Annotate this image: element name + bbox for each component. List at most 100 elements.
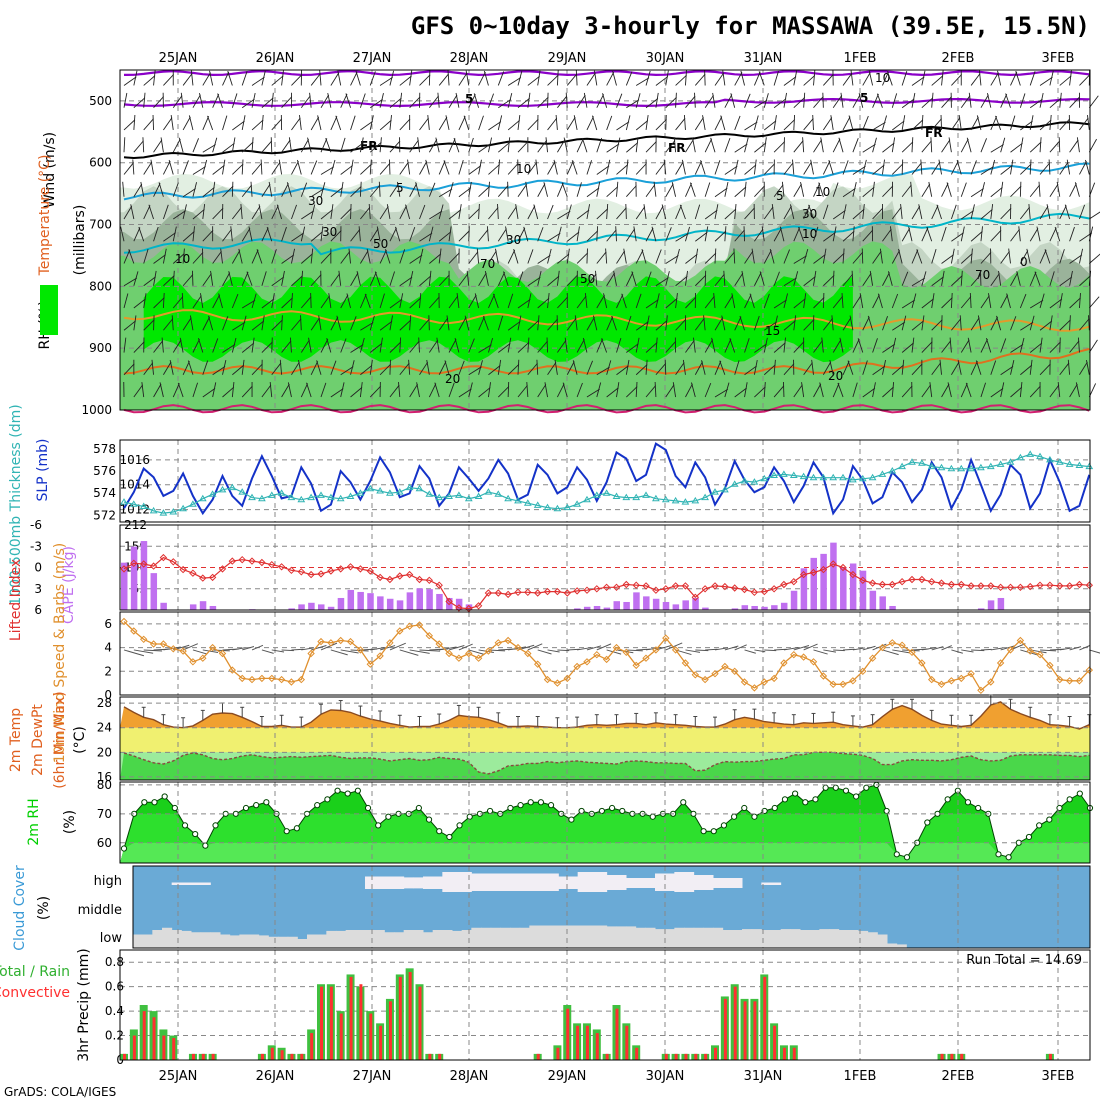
wind-barb [783, 205, 792, 220]
wind-barb [261, 384, 272, 398]
wind10m-barb [202, 649, 219, 654]
wind-barb [497, 115, 503, 131]
wind-barb [823, 232, 836, 242]
wind-barb [818, 182, 824, 197]
wind-barb [979, 270, 982, 286]
li-point [750, 588, 759, 597]
wind-barb [281, 226, 287, 242]
wind-barb [1069, 383, 1078, 398]
li-point [415, 575, 424, 584]
low-cloud-fill [403, 930, 414, 948]
wind-barb [685, 340, 695, 353]
wind10m-barb [370, 647, 385, 651]
wind10m-point [927, 675, 936, 684]
wind-barb [268, 181, 273, 197]
wind10m-point [1046, 661, 1054, 670]
temp-contour-label: 15 [765, 324, 780, 338]
wind-barb [926, 226, 933, 242]
wind-barb [1049, 70, 1054, 86]
precip-convective-bar [320, 986, 323, 1060]
wind-barb [163, 74, 174, 86]
thickness-point [721, 485, 729, 493]
thickness-point [563, 503, 572, 511]
wind-barb [596, 208, 609, 220]
thickness-point [1046, 455, 1054, 463]
li-point [405, 570, 414, 579]
wind-barb [379, 293, 385, 309]
wind-barb [454, 337, 460, 353]
wind-barb [222, 228, 232, 242]
wind-barb [773, 299, 787, 309]
wind10m-barb [823, 649, 837, 653]
thickness-point [1075, 461, 1084, 468]
thickness-point [346, 492, 355, 499]
wind-barb [310, 274, 322, 287]
precip-convective-bar [290, 1053, 294, 1060]
wind-barb [921, 114, 924, 130]
wind-barb [828, 159, 834, 175]
wind-barb [921, 271, 927, 286]
wind-barb [1049, 298, 1063, 309]
wind-barb [1039, 337, 1043, 353]
li-point [898, 577, 906, 586]
wind-barb [309, 92, 312, 108]
wind-barb [458, 159, 464, 175]
cape-bar [780, 602, 788, 610]
wind10m-point [859, 667, 867, 676]
wind-barb [438, 231, 452, 242]
rh2m-point [293, 825, 300, 832]
precip-convective-bar [950, 1053, 954, 1060]
wind-barb [566, 317, 577, 331]
wind-barb [641, 248, 647, 264]
wind-barb [246, 271, 253, 286]
high-cloud-gap [761, 882, 772, 885]
wind-barb [428, 383, 437, 398]
wind-barb [832, 226, 837, 242]
bottom-date-label: 28JAN [450, 1069, 489, 1084]
thickness-point [464, 494, 473, 502]
wind-barb [643, 204, 647, 220]
wind-barb [202, 273, 212, 287]
wind-barb [838, 137, 844, 153]
wind-barb [425, 159, 430, 175]
wind-barb [704, 295, 715, 309]
wind-barb [631, 271, 637, 286]
wind-barb [801, 382, 805, 398]
wind-barb [517, 184, 527, 197]
thickness-point [711, 488, 719, 495]
wind-barb [1000, 93, 1008, 108]
li-point [809, 568, 818, 577]
wind-barb [808, 204, 814, 220]
wind-barb [813, 254, 826, 264]
precip-axis-label: 3hr Precip (mm) [76, 948, 92, 1061]
low-cloud-fill [423, 932, 434, 948]
wind-barb [970, 73, 981, 86]
wind10m-point [228, 666, 237, 674]
wind-barb [603, 293, 608, 309]
wind-barb [207, 115, 214, 131]
wind10m-barb [242, 646, 255, 651]
low-cloud-fill [558, 925, 569, 948]
wind-barb [513, 249, 519, 264]
wind-barb [478, 159, 482, 175]
wind-barb [891, 293, 899, 309]
wind10m-point [396, 627, 404, 635]
li-point [1026, 582, 1034, 591]
wind-barb [681, 159, 686, 175]
li-point [849, 570, 857, 579]
wind-barb [741, 270, 745, 286]
precip-convective-bar [349, 976, 353, 1060]
rh2m-point [710, 828, 717, 835]
wind-barb [152, 114, 154, 130]
wind-barb [1089, 211, 1100, 220]
wind-barb [898, 248, 903, 264]
wind-barb [763, 321, 777, 331]
wind10m-point [632, 661, 640, 670]
wind-barb [153, 226, 159, 242]
wind10m-point [268, 674, 276, 683]
wind-barb [990, 229, 1002, 242]
wind-barb [773, 359, 776, 375]
wind10m-point [987, 678, 995, 686]
wind-barb [584, 293, 588, 309]
wind-barb [545, 137, 548, 153]
